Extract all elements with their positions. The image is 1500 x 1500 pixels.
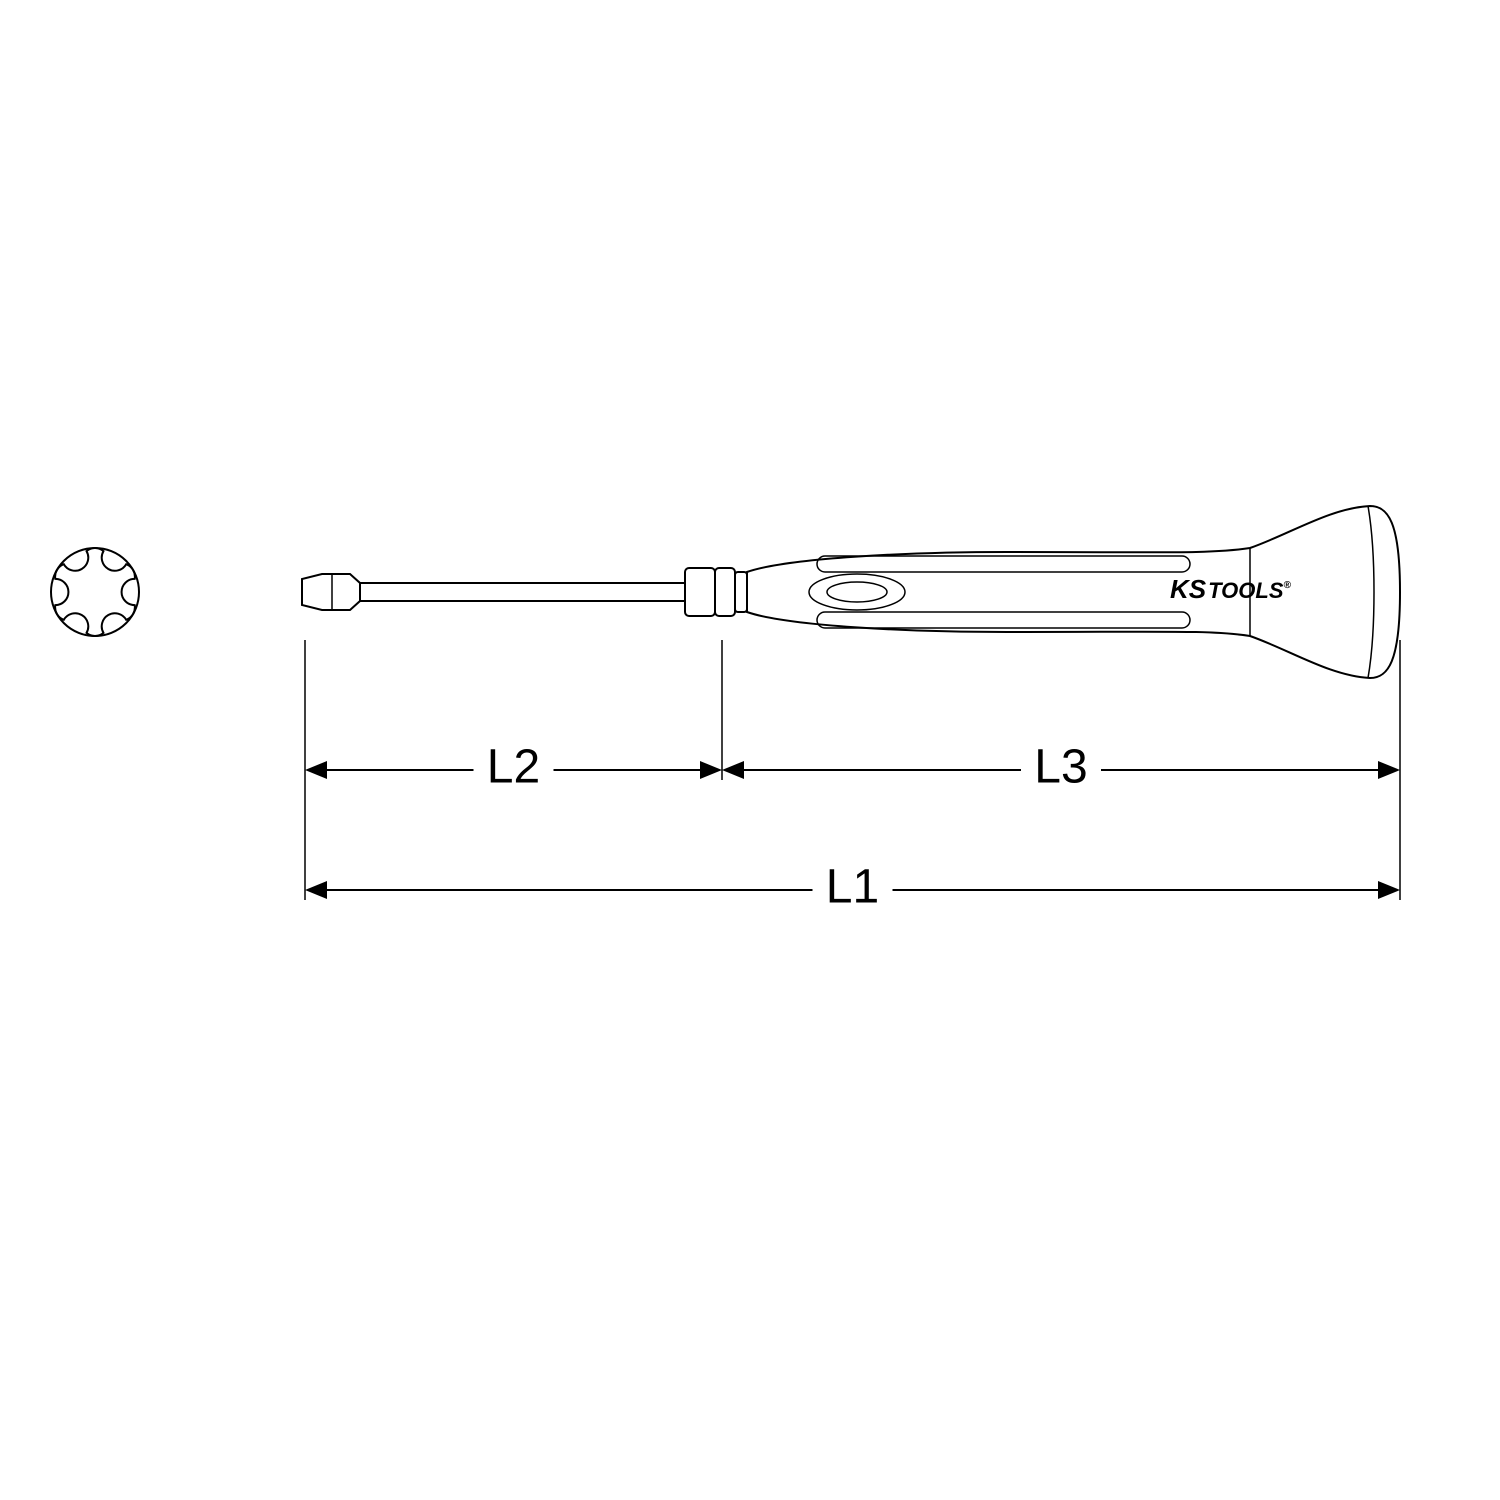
dim-l2-arrow-right <box>700 761 722 779</box>
dim-l3-arrow-left <box>722 761 744 779</box>
dim-l1-arrow-right <box>1378 881 1400 899</box>
collar-1 <box>685 568 715 616</box>
screwdriver: KSTOOLS® <box>302 506 1400 678</box>
screwdriver-shaft <box>360 583 685 601</box>
collar-3 <box>735 572 747 612</box>
dim-l1-label: L1 <box>826 861 879 914</box>
dim-l3-arrow-right <box>1378 761 1400 779</box>
torx-star <box>55 548 135 636</box>
torx-outer-circle <box>51 548 139 636</box>
brand-logo: KSTOOLS® <box>1170 574 1292 604</box>
dim-l1-arrow-left <box>305 881 327 899</box>
dim-l3-label: L3 <box>1034 741 1087 794</box>
collar-2 <box>715 568 735 616</box>
dim-l2-arrow-left <box>305 761 327 779</box>
screwdriver-tip <box>302 574 360 610</box>
dim-l2-label: L2 <box>487 741 540 794</box>
screwdriver-handle <box>747 506 1400 678</box>
